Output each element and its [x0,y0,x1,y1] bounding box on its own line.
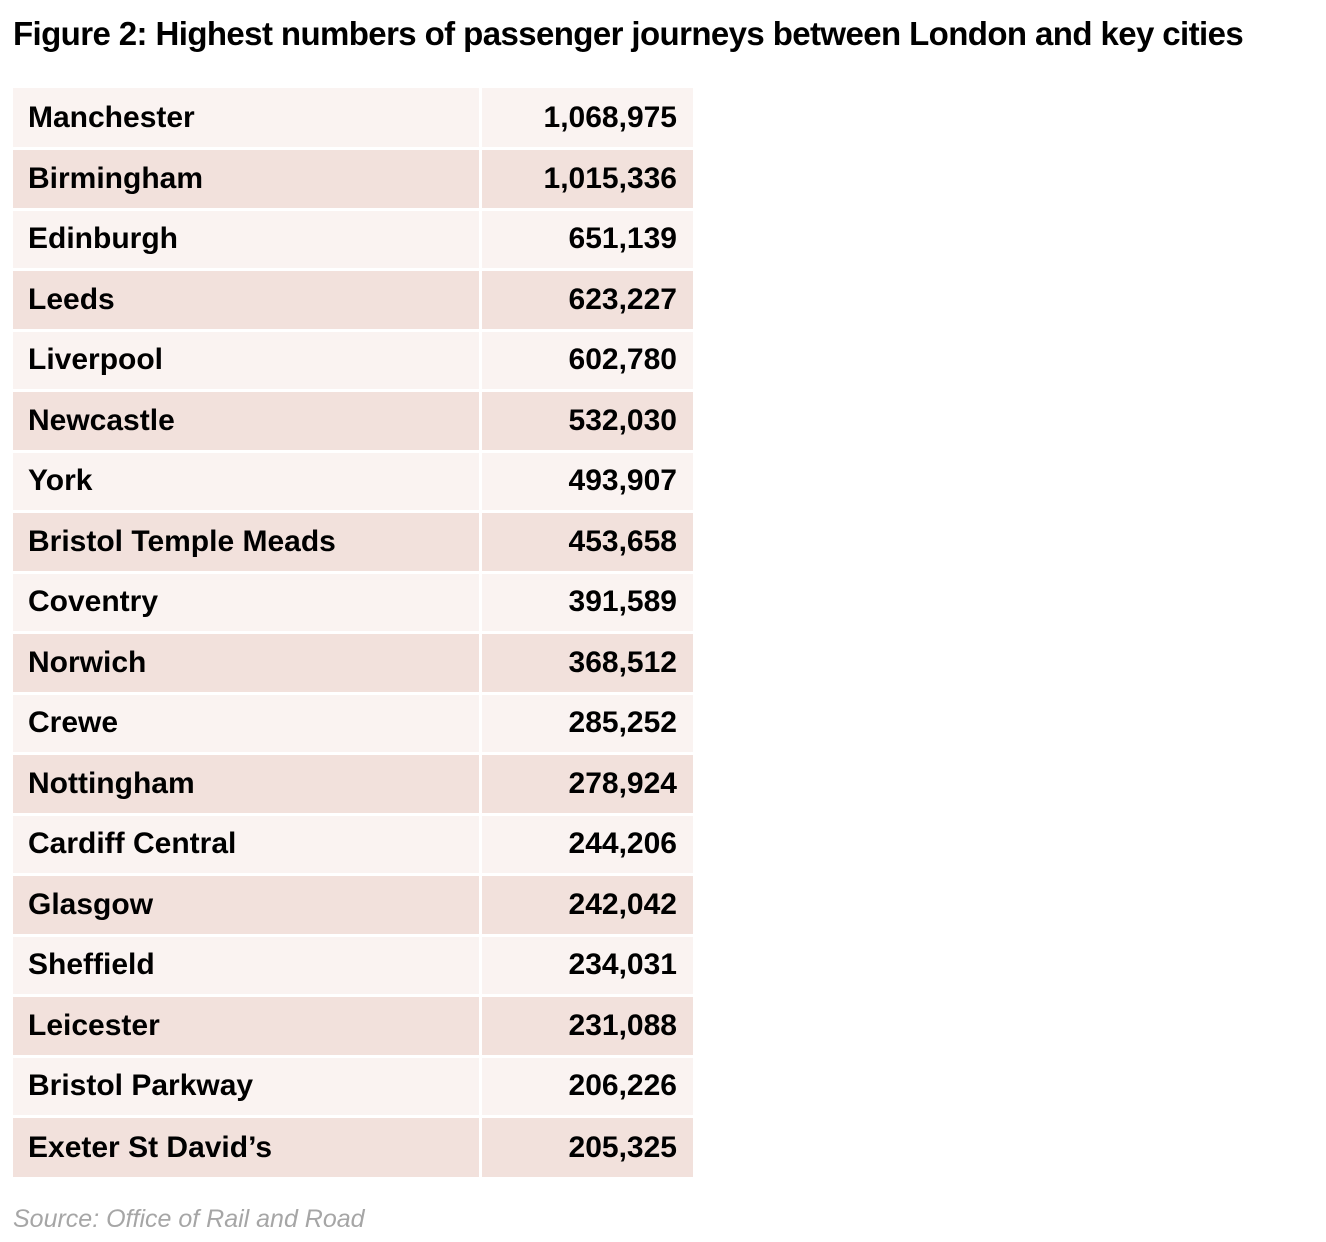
table-row: Newcastle 532,030 [13,390,693,453]
journeys-table: Manchester 1,068,975 Birmingham 1,015,33… [13,88,693,1177]
journey-count: 391,589 [480,572,693,634]
city-name: Exeter St David’s [13,1116,482,1177]
table-row: Nottingham 278,924 [13,753,693,816]
table-row: Coventry 391,589 [13,572,693,634]
table-row: Cardiff Central 244,206 [13,814,693,876]
city-name: Cardiff Central [13,814,482,876]
figure-title: Figure 2: Highest numbers of passenger j… [13,15,1244,52]
journey-count: 1,068,975 [480,88,693,150]
table-row: Birmingham 1,015,336 [13,148,693,211]
journey-count: 244,206 [480,814,693,876]
city-name: Sheffield [13,935,482,997]
city-name: Norwich [13,632,482,695]
table-row: Leeds 623,227 [13,269,693,332]
journey-count: 651,139 [480,209,693,271]
table-row: Norwich 368,512 [13,632,693,695]
journey-count: 206,226 [480,1056,693,1118]
journey-count: 242,042 [480,874,693,937]
city-name: Leicester [13,995,482,1058]
table-row: Bristol Temple Meads 453,658 [13,511,693,574]
city-name: Leeds [13,269,482,332]
table-row: Bristol Parkway 206,226 [13,1056,693,1118]
city-name: Bristol Parkway [13,1056,482,1118]
journey-count: 1,015,336 [480,148,693,211]
journey-count: 453,658 [480,511,693,574]
city-name: Manchester [13,88,482,150]
journey-count: 602,780 [480,330,693,392]
journey-count: 493,907 [480,451,693,513]
journey-count: 532,030 [480,390,693,453]
city-name: Birmingham [13,148,482,211]
city-name: Newcastle [13,390,482,453]
journeys-table-body: Manchester 1,068,975 Birmingham 1,015,33… [13,88,693,1177]
table-row: Exeter St David’s 205,325 [13,1116,693,1177]
journey-count: 285,252 [480,693,693,755]
city-name: York [13,451,482,513]
table-row: Leicester 231,088 [13,995,693,1058]
table-row: York 493,907 [13,451,693,513]
city-name: Crewe [13,693,482,755]
journey-count: 205,325 [480,1116,693,1177]
city-name: Glasgow [13,874,482,937]
table-row: Sheffield 234,031 [13,935,693,997]
city-name: Bristol Temple Meads [13,511,482,574]
table-row: Liverpool 602,780 [13,330,693,392]
journey-count: 623,227 [480,269,693,332]
journey-count: 368,512 [480,632,693,695]
table-row: Edinburgh 651,139 [13,209,693,271]
journey-count: 234,031 [480,935,693,997]
city-name: Edinburgh [13,209,482,271]
table-row: Manchester 1,068,975 [13,88,693,150]
city-name: Liverpool [13,330,482,392]
journey-count: 278,924 [480,753,693,816]
city-name: Coventry [13,572,482,634]
journey-count: 231,088 [480,995,693,1058]
city-name: Nottingham [13,753,482,816]
source-note: Source: Office of Rail and Road [13,1205,365,1233]
table-row: Crewe 285,252 [13,693,693,755]
table-row: Glasgow 242,042 [13,874,693,937]
